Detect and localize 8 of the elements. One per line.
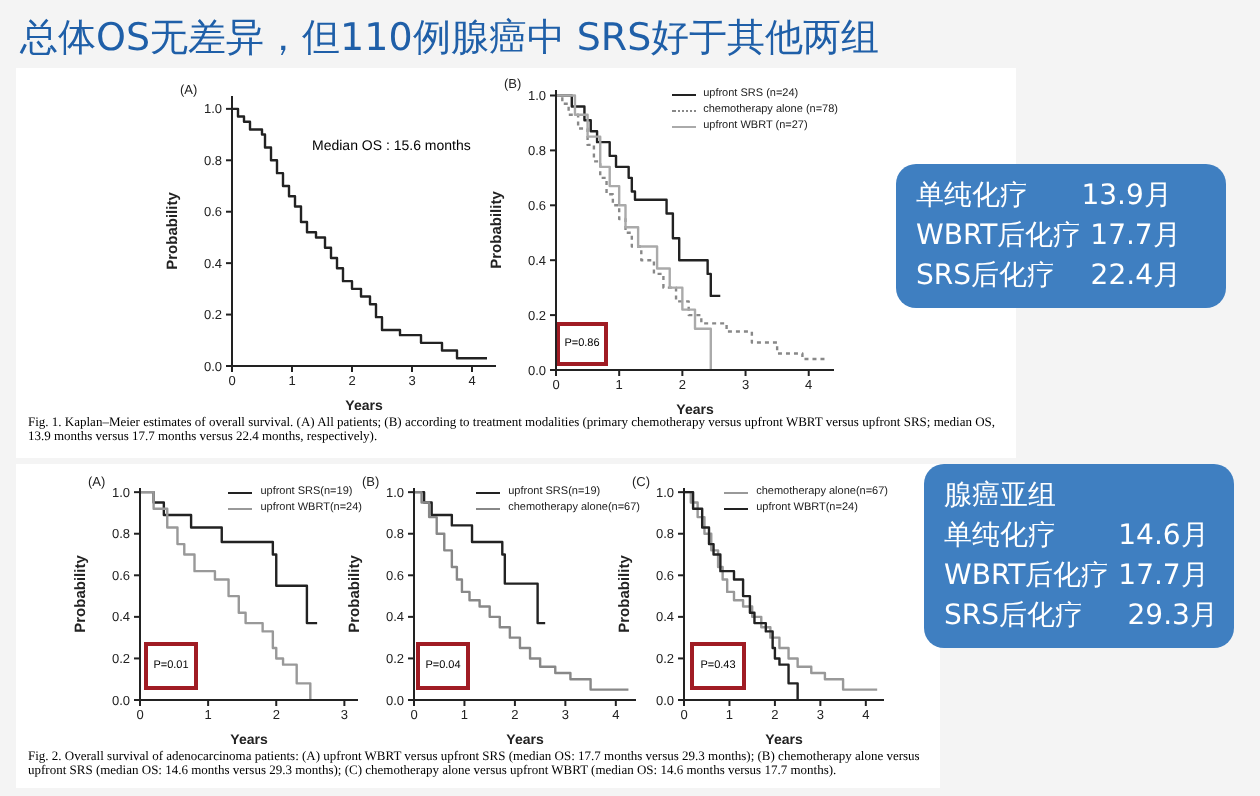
- text: SRS后化疗 29.3月: [944, 598, 1218, 636]
- text: 总体OS无差异，但110例腺癌中 SRS好于其他两组: [20, 14, 880, 64]
- text: 腺癌亚组: [944, 478, 1058, 516]
- text: WBRT后化疗 17.7月: [916, 218, 1183, 256]
- text: 单纯化疗 13.9月: [916, 178, 1174, 216]
- text: SRS后化疗 22.4月: [916, 258, 1183, 296]
- text: 单纯化疗 14.6月: [944, 518, 1211, 556]
- text: WBRT后化疗 17.7月: [944, 558, 1211, 596]
